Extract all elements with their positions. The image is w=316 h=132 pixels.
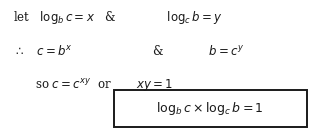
Text: so $c = c^{xy}$  or       $xy = 1$: so $c = c^{xy}$ or $xy = 1$ (35, 77, 173, 94)
Text: $\therefore$   $c = b^x$                      &            $b = c^y$: $\therefore$ $c = b^x$ & $b = c^y$ (13, 44, 244, 58)
Text: $\log_b c \times \log_c b = 1$: $\log_b c \times \log_c b = 1$ (156, 100, 264, 117)
Text: let   $\log_b c = x$   &              $\log_c b = y$: let $\log_b c = x$ & $\log_c b = y$ (13, 9, 222, 26)
FancyBboxPatch shape (114, 90, 307, 127)
